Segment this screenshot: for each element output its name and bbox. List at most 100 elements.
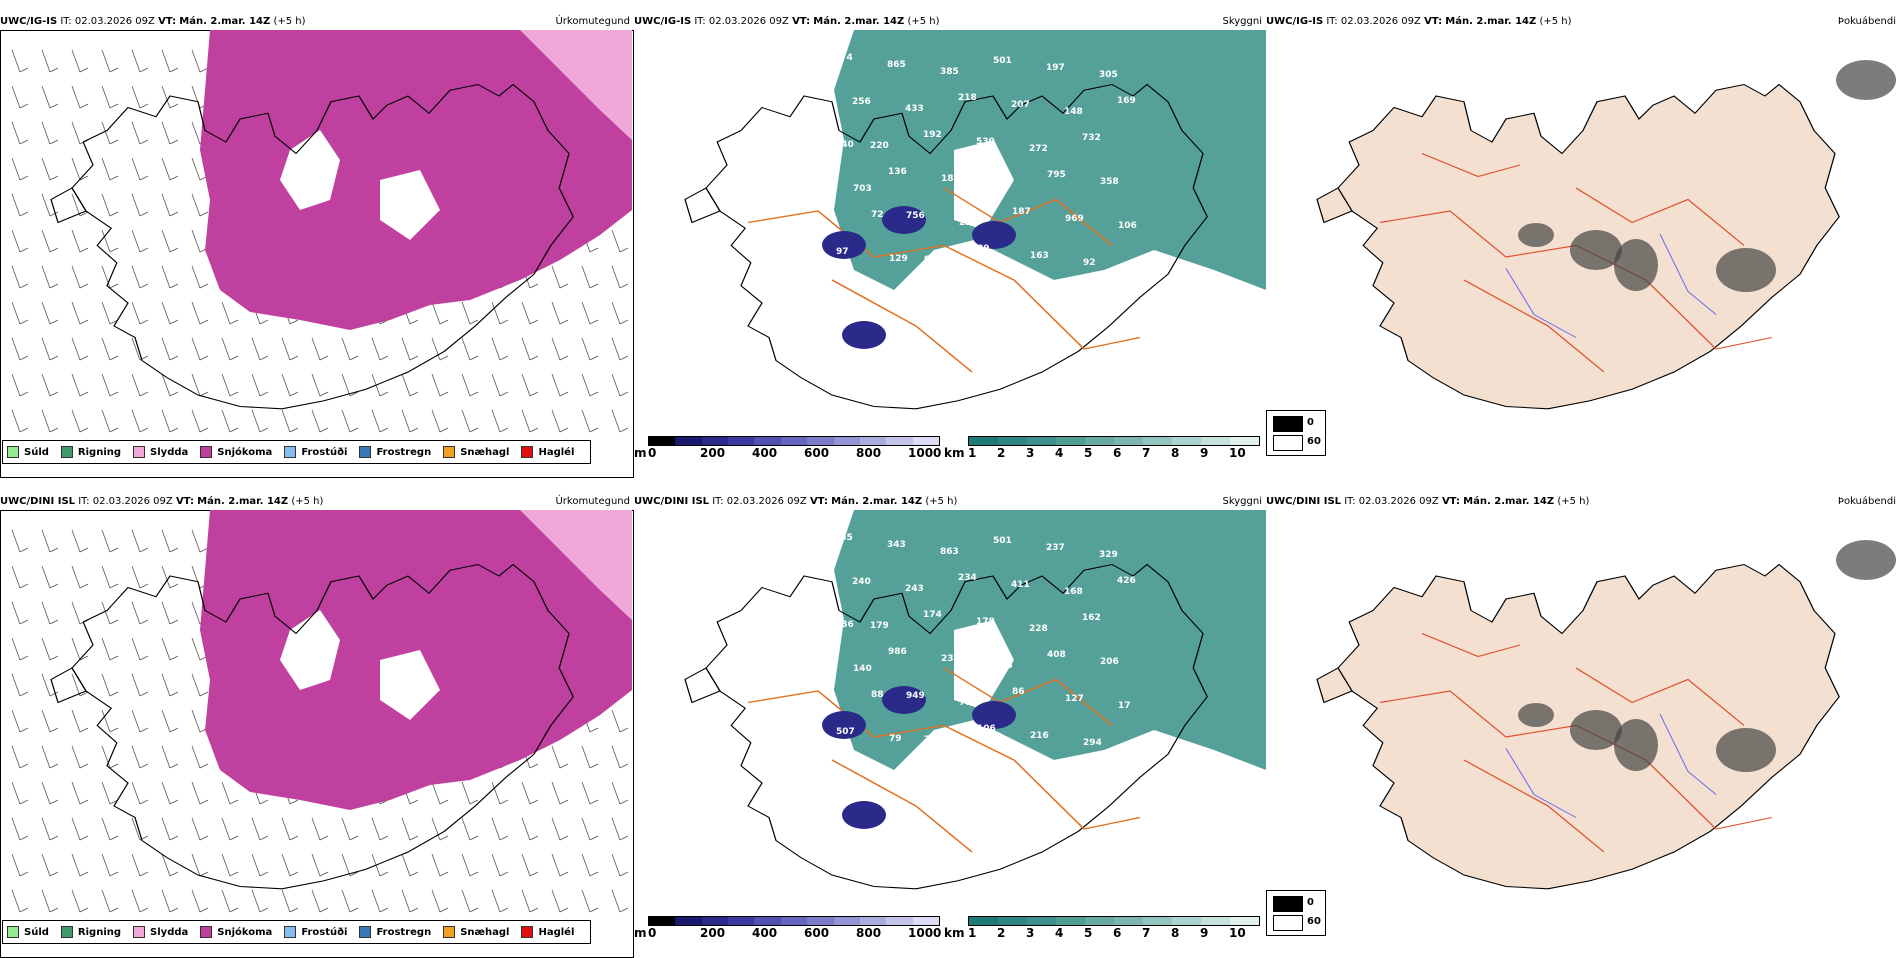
legend-swatch (359, 926, 372, 938)
cloud-base-label: 174 (923, 610, 942, 620)
vt-value: Mán. 2.mar. 14Z (813, 16, 905, 27)
tick-label: 1000 (908, 926, 942, 940)
color-step (754, 917, 781, 925)
cloud-base-label: 969 (1065, 214, 1084, 224)
tick-label: 2 (997, 446, 1006, 460)
tick-label: 200 (700, 446, 726, 460)
legend-label: Frostregn (376, 926, 432, 938)
tick-label: 7 (1142, 446, 1151, 460)
legend-label: Slydda (150, 446, 189, 458)
cloud-base-ticks: 0 200 400 600 800 1000 (648, 446, 941, 460)
cloud-base-bar (648, 436, 940, 446)
color-step (649, 437, 676, 445)
legend-swatch (200, 446, 213, 458)
cloud-base-label: 92 (1083, 258, 1096, 268)
color-step (998, 917, 1027, 925)
cloud-visibility-panel: UWC/IG-IS IT: 02.03.2026 09Z VT: Mán. 2.… (634, 14, 1266, 474)
color-step (728, 437, 755, 445)
color-step (780, 437, 808, 445)
tick-label: 0 (648, 446, 657, 460)
lead-time: (+5 h) (925, 496, 958, 507)
cloud-base-label: 206 (1100, 657, 1119, 667)
it-value: 02.03.2026 09Z (1358, 496, 1439, 507)
legend-swatch (7, 926, 19, 938)
cloud-base-label: 703 (853, 184, 872, 194)
color-step (833, 917, 860, 925)
cloud-base-label: 501 (993, 56, 1012, 66)
sleet-area (512, 510, 632, 620)
cloud-base-label: 285 (995, 288, 1014, 298)
legend-swatch (443, 926, 456, 938)
color-step (1230, 917, 1259, 925)
legend-label: Snæhagl (460, 926, 510, 938)
cloud-base-label: 94 (924, 255, 937, 265)
fog-low-swatch (1273, 915, 1303, 931)
vt-label: VT: (809, 496, 828, 507)
panel-header: UWC/DINI ISL IT: 02.03.2026 09Z VT: Mán.… (1266, 494, 1900, 510)
fog-patch (1518, 703, 1554, 727)
color-step (1230, 437, 1259, 445)
cloud-base-label: 168 (1064, 587, 1083, 597)
legend-swatch (443, 446, 456, 458)
fog-patch (1836, 60, 1896, 100)
color-step (969, 917, 998, 925)
cloud-visibility-title: Skyggni (1222, 496, 1262, 507)
color-step (1114, 437, 1143, 445)
legend-item: Snæhagl (443, 446, 509, 458)
tick-label: 9 (1200, 926, 1209, 940)
color-step (1201, 437, 1230, 445)
color-step (1143, 437, 1172, 445)
tick-label: 6 (1113, 926, 1122, 940)
cloud-base-label: 237 (1046, 543, 1065, 553)
color-step (1056, 917, 1085, 925)
tick-label: 8 (1171, 446, 1180, 460)
fog-low-label: 60 (1307, 436, 1321, 447)
cloud-base-ticks: 0 200 400 600 800 1000 (648, 926, 942, 940)
fog-indicator-title: Þokuábendi (1837, 496, 1896, 507)
color-step (912, 437, 939, 445)
it-value: 02.03.2026 09Z (74, 16, 155, 27)
low-cloud-patch (972, 221, 1016, 249)
cloud-base-label: 358 (1100, 177, 1119, 187)
cloud-base-label: 385 (940, 67, 959, 77)
cloud-base-label: 97 (836, 247, 849, 257)
cloud-base-label: 79 (889, 734, 902, 744)
fog-indicator-panel: UWC/IG-IS IT: 02.03.2026 09Z VT: Mán. 2.… (1266, 14, 1900, 474)
low-cloud-patch (882, 206, 926, 234)
cloud-base-colorbar: m 0 200 400 600 800 1000 (634, 914, 944, 944)
color-step (886, 917, 913, 925)
no-precip-hole (280, 610, 340, 690)
cloud-base-label: 127 (1065, 694, 1084, 704)
color-step (1172, 917, 1201, 925)
cloud-base-labels: 574 865 385 501 197 305 256 433 218 207 148 169 220 1… (834, 53, 1137, 305)
cloud-base-label: 408 (1047, 650, 1066, 660)
it-label: IT: (60, 16, 72, 27)
visibility-ticks: 1 2 3 4 5 6 7 8 9 10 (968, 446, 1258, 460)
color-step (912, 917, 939, 925)
visibility-unit: km (944, 926, 965, 940)
fog-legend: 0 60 (1266, 890, 1326, 936)
cloud-base-label: 756 (906, 211, 925, 221)
legend-swatch (521, 446, 534, 458)
cloud-base-label: 240 (852, 577, 871, 587)
color-step (1085, 437, 1114, 445)
legend-label: Slydda (150, 926, 189, 938)
color-step (728, 917, 755, 925)
low-cloud-patch (882, 686, 926, 714)
cloud-base-label: 897 (994, 181, 1013, 191)
tick-label: 600 (804, 926, 830, 940)
it-label: IT: (712, 496, 724, 507)
fog-high-swatch (1273, 896, 1303, 912)
cloud-base-label: 77 (924, 735, 937, 745)
it-value: 02.03.2026 09Z (92, 496, 173, 507)
tick-label: 7 (1142, 926, 1151, 940)
color-step (859, 437, 887, 445)
panel-header: UWC/IG-IS IT: 02.03.2026 09Z VT: Mán. 2.… (0, 14, 634, 30)
visibility-unit: km (944, 446, 965, 460)
cloud-base-label: 148 (1064, 107, 1083, 117)
tick-label: 3 (1026, 926, 1035, 940)
cloud-base-label: 129 (889, 254, 908, 264)
visibility-colorbar: km 1 2 3 4 5 6 7 8 9 10 (944, 434, 1266, 464)
iceland-outline (684, 563, 1208, 890)
precip-map (11, 510, 632, 913)
